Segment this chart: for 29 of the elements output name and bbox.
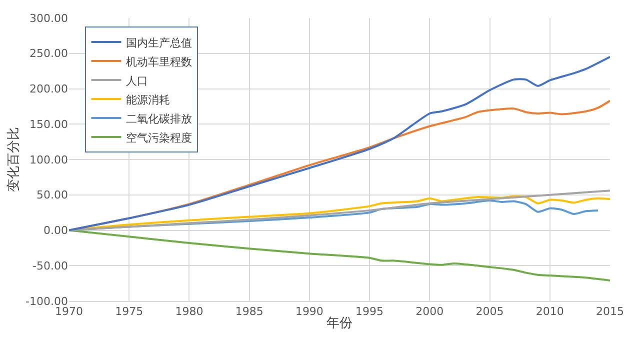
legend-label: 人口 xyxy=(126,74,148,88)
legend-label: 国内生产总值 xyxy=(126,36,192,50)
x-tick-label: 1990 xyxy=(295,305,324,318)
x-tick-label: 1995 xyxy=(356,305,384,318)
legend-label: 机动车里程数 xyxy=(126,55,192,68)
x-tick-label: 1970 xyxy=(55,305,83,318)
x-tick-label: 2005 xyxy=(476,305,504,318)
y-tick-label: 100.00 xyxy=(30,153,68,166)
y-tick-label: 250.00 xyxy=(30,47,68,60)
legend-label: 空气污染程度 xyxy=(126,131,192,144)
y-tick-label: 200.00 xyxy=(30,82,68,96)
x-tick-label: 1975 xyxy=(115,305,144,318)
y-axis-title: 变化百分比 xyxy=(6,127,22,192)
x-tick-label: 2010 xyxy=(536,305,564,318)
y-tick-label: 150.00 xyxy=(30,118,68,131)
x-tick-label: 1980 xyxy=(175,305,204,318)
line-series xyxy=(69,229,610,282)
x-axis-title: 年份 xyxy=(326,316,352,331)
y-tick-label: 0.00 xyxy=(44,224,68,238)
x-tick-label: 1985 xyxy=(235,305,264,318)
line-series xyxy=(69,56,610,232)
legend-label: 能源消耗 xyxy=(126,93,170,106)
y-tick-label: -50.00 xyxy=(32,259,68,272)
y-tick-label: 50.00 xyxy=(36,188,68,202)
y-tick-label: 300.00 xyxy=(30,12,68,25)
legend-label: 二氧化碳排放 xyxy=(126,112,192,126)
x-tick-label: 2015 xyxy=(596,305,624,318)
x-tick-label: 2000 xyxy=(416,305,444,318)
y-tick-label: -100.00 xyxy=(26,294,68,308)
